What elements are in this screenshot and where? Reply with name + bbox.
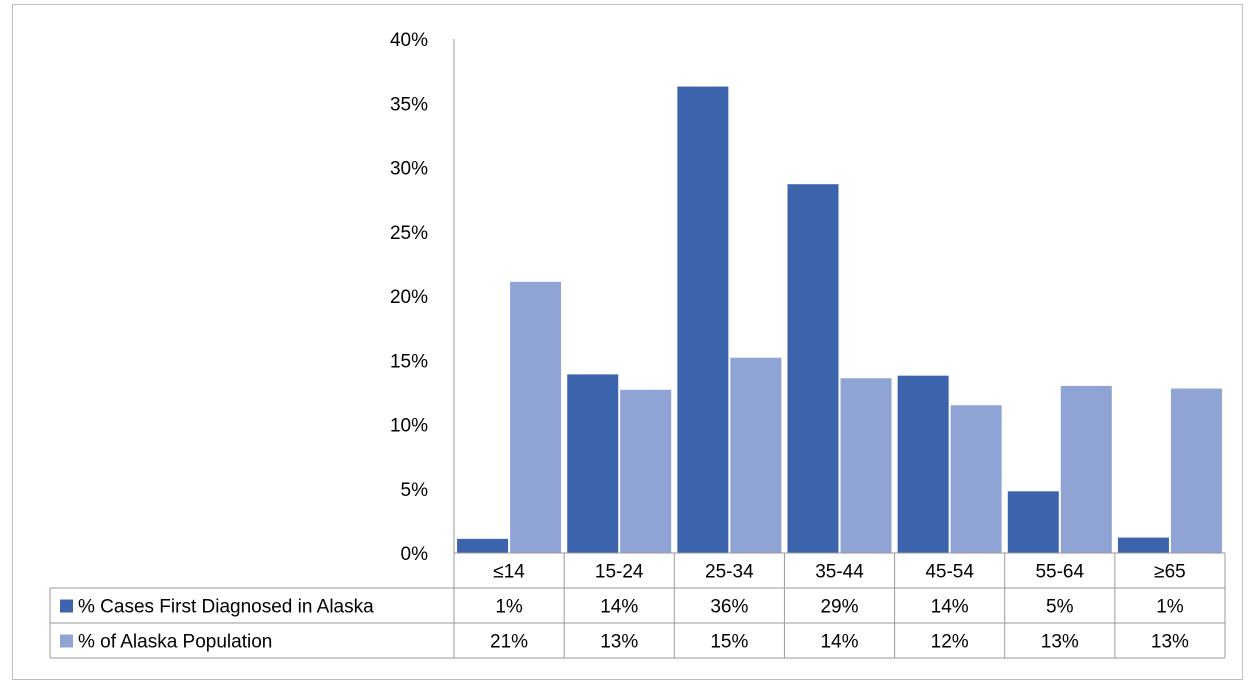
chart-frame — [12, 4, 1243, 680]
data-label: 1% — [495, 597, 523, 618]
bars — [457, 86, 1222, 554]
x-category-label: ≤14 — [493, 562, 525, 583]
data-label: 14% — [820, 632, 858, 653]
bar-series-1 — [677, 86, 729, 554]
data-label: 1% — [1156, 597, 1184, 618]
legend-key-series-2 — [60, 634, 73, 648]
bar-series-2 — [730, 357, 782, 553]
y-tick-label: 10% — [390, 416, 428, 437]
y-axis-ticks: 0% 5% 10% 15% 20% 25% 30% 35% 40% — [390, 30, 455, 565]
y-tick-label: 0% — [401, 544, 429, 565]
data-label: 14% — [931, 597, 969, 618]
y-tick-label: 35% — [390, 94, 428, 115]
data-label: 5% — [1046, 597, 1074, 618]
bar-series-2 — [1060, 385, 1112, 553]
legend-label-series-1: % Cases First Diagnosed in Alaska — [78, 597, 374, 618]
data-table: ≤14 15-24 25-34 35-44 45-54 55-64 ≥65 % Cases F… — [49, 552, 1226, 659]
bar-series-1 — [897, 375, 949, 553]
data-label: 13% — [1151, 632, 1189, 653]
data-label: 21% — [490, 632, 528, 653]
x-category-label: 15-24 — [595, 562, 644, 583]
bar-series-1 — [567, 374, 619, 553]
x-category-label: 45-54 — [925, 562, 974, 583]
data-label: 12% — [931, 632, 969, 653]
y-tick-label: 40% — [390, 30, 428, 51]
data-label: 29% — [820, 597, 858, 618]
data-label: 36% — [710, 597, 748, 618]
bar-series-2 — [1170, 388, 1222, 553]
y-tick-label: 25% — [390, 223, 428, 244]
y-tick-label: 20% — [390, 287, 428, 308]
x-category-label: 25-34 — [705, 562, 754, 583]
y-tick-label: 15% — [390, 351, 428, 372]
data-label: 14% — [600, 597, 638, 618]
data-label: 15% — [710, 632, 748, 653]
y-tick-label: 5% — [401, 480, 429, 501]
legend-key-series-1 — [60, 599, 73, 613]
data-label: 13% — [600, 632, 638, 653]
data-label: 13% — [1041, 632, 1079, 653]
legend-label-series-2: % of Alaska Population — [78, 632, 272, 653]
bar-series-2 — [620, 389, 672, 553]
bar-series-1 — [1007, 491, 1059, 553]
bar-series-2 — [950, 405, 1002, 553]
x-category-label: ≥65 — [1154, 562, 1186, 583]
bar-series-1 — [1117, 537, 1169, 553]
x-category-label: 35-44 — [815, 562, 864, 583]
bar-series-1 — [787, 184, 839, 553]
bar-series-1 — [457, 538, 509, 553]
bar-series-2 — [510, 281, 562, 553]
bar-series-2 — [840, 378, 892, 553]
y-tick-label: 30% — [390, 159, 428, 180]
x-category-label: 55-64 — [1035, 562, 1084, 583]
